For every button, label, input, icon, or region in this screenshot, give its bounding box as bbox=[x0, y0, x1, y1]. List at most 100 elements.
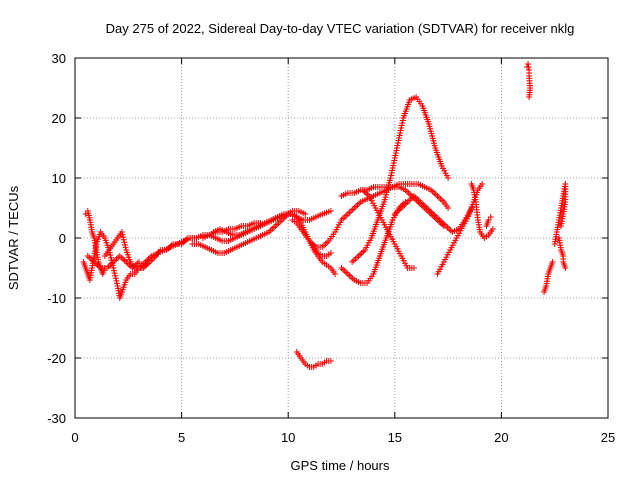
series-arc20 bbox=[483, 214, 494, 229]
data-point bbox=[143, 257, 150, 264]
data-point bbox=[107, 254, 114, 261]
data-point bbox=[434, 193, 441, 199]
data-point bbox=[352, 203, 359, 210]
data-point bbox=[349, 206, 356, 213]
y-tick-label: 30 bbox=[52, 51, 66, 66]
data-point bbox=[549, 259, 556, 265]
x-tick-label: 15 bbox=[388, 430, 402, 445]
data-point bbox=[111, 270, 118, 277]
data-point bbox=[405, 190, 412, 196]
data-points bbox=[80, 61, 569, 370]
x-tick-label: 25 bbox=[601, 430, 615, 445]
data-point bbox=[340, 266, 347, 273]
x-tick-label: 5 bbox=[178, 430, 185, 445]
data-point bbox=[121, 257, 128, 264]
data-point bbox=[327, 208, 334, 214]
data-point bbox=[341, 268, 348, 274]
data-point bbox=[113, 277, 120, 284]
data-point bbox=[558, 223, 565, 229]
data-point bbox=[110, 267, 117, 274]
data-point bbox=[358, 250, 365, 256]
data-point bbox=[346, 209, 353, 216]
data-point bbox=[489, 226, 496, 232]
data-point bbox=[431, 190, 438, 196]
y-tick-label: -30 bbox=[47, 411, 66, 426]
data-point bbox=[269, 226, 276, 232]
data-point bbox=[338, 265, 345, 271]
data-point bbox=[119, 256, 126, 262]
axis-ticks: 0 5 10 15 20 25 -30 -20 -10 0 10 20 30 bbox=[47, 51, 615, 445]
data-point bbox=[135, 259, 142, 265]
data-point bbox=[406, 197, 413, 204]
data-point bbox=[363, 190, 370, 196]
chart-title: Day 275 of 2022, Sidereal Day-to-day VTE… bbox=[106, 21, 575, 36]
data-point bbox=[352, 256, 359, 262]
y-axis-label: SDTVAR / TECUs bbox=[6, 185, 21, 290]
data-point bbox=[479, 181, 486, 187]
data-point bbox=[112, 275, 119, 282]
data-point bbox=[348, 208, 355, 214]
data-point bbox=[525, 61, 532, 67]
series-arc17 bbox=[391, 193, 475, 235]
data-point bbox=[105, 263, 112, 270]
grid bbox=[75, 58, 608, 418]
series-arc22 bbox=[541, 259, 556, 295]
data-point bbox=[84, 253, 91, 259]
data-point bbox=[121, 241, 128, 248]
data-point bbox=[107, 252, 114, 259]
data-point bbox=[344, 211, 351, 217]
data-point bbox=[122, 244, 129, 251]
series-arc21 bbox=[523, 61, 534, 100]
y-tick-label: 10 bbox=[52, 171, 66, 186]
data-point bbox=[118, 229, 125, 235]
data-point bbox=[439, 197, 446, 204]
data-point bbox=[340, 215, 347, 222]
data-point bbox=[113, 256, 120, 262]
data-point bbox=[562, 265, 569, 271]
data-point bbox=[112, 272, 119, 279]
data-point bbox=[274, 221, 281, 228]
y-tick-label: -20 bbox=[47, 351, 66, 366]
data-point bbox=[350, 257, 357, 264]
data-point bbox=[302, 211, 309, 217]
data-point bbox=[275, 220, 282, 226]
data-point bbox=[346, 272, 353, 279]
data-point bbox=[341, 214, 348, 220]
data-point bbox=[445, 175, 452, 181]
y-tick-label: 0 bbox=[59, 231, 66, 246]
data-point bbox=[137, 263, 144, 270]
data-point bbox=[322, 241, 329, 247]
x-axis-label: GPS time / hours bbox=[291, 458, 390, 473]
data-point bbox=[114, 280, 121, 287]
data-point bbox=[348, 274, 355, 280]
data-point bbox=[351, 205, 358, 211]
series-arc19 bbox=[468, 181, 496, 241]
data-point bbox=[410, 265, 417, 271]
data-point bbox=[320, 242, 327, 249]
y-tick-label: -10 bbox=[47, 291, 66, 306]
y-tick-label: 20 bbox=[52, 111, 66, 126]
data-point bbox=[116, 253, 123, 259]
data-point bbox=[327, 358, 334, 364]
data-point bbox=[437, 196, 444, 202]
data-point bbox=[343, 212, 350, 219]
data-point bbox=[526, 94, 533, 100]
series-arc24 bbox=[555, 235, 569, 271]
data-point bbox=[344, 271, 351, 277]
data-point bbox=[110, 265, 117, 271]
data-point bbox=[432, 191, 439, 198]
data-point bbox=[324, 239, 331, 246]
data-point bbox=[354, 202, 361, 208]
data-point bbox=[407, 196, 414, 202]
series-arc8 bbox=[210, 208, 334, 238]
data-point bbox=[120, 236, 127, 243]
data-point bbox=[436, 194, 443, 201]
data-point bbox=[121, 239, 128, 246]
x-tick-label: 0 bbox=[71, 430, 78, 445]
data-point bbox=[446, 226, 453, 232]
data-point bbox=[355, 253, 362, 259]
data-point bbox=[349, 259, 356, 265]
data-point bbox=[445, 205, 452, 211]
data-point bbox=[357, 251, 364, 258]
